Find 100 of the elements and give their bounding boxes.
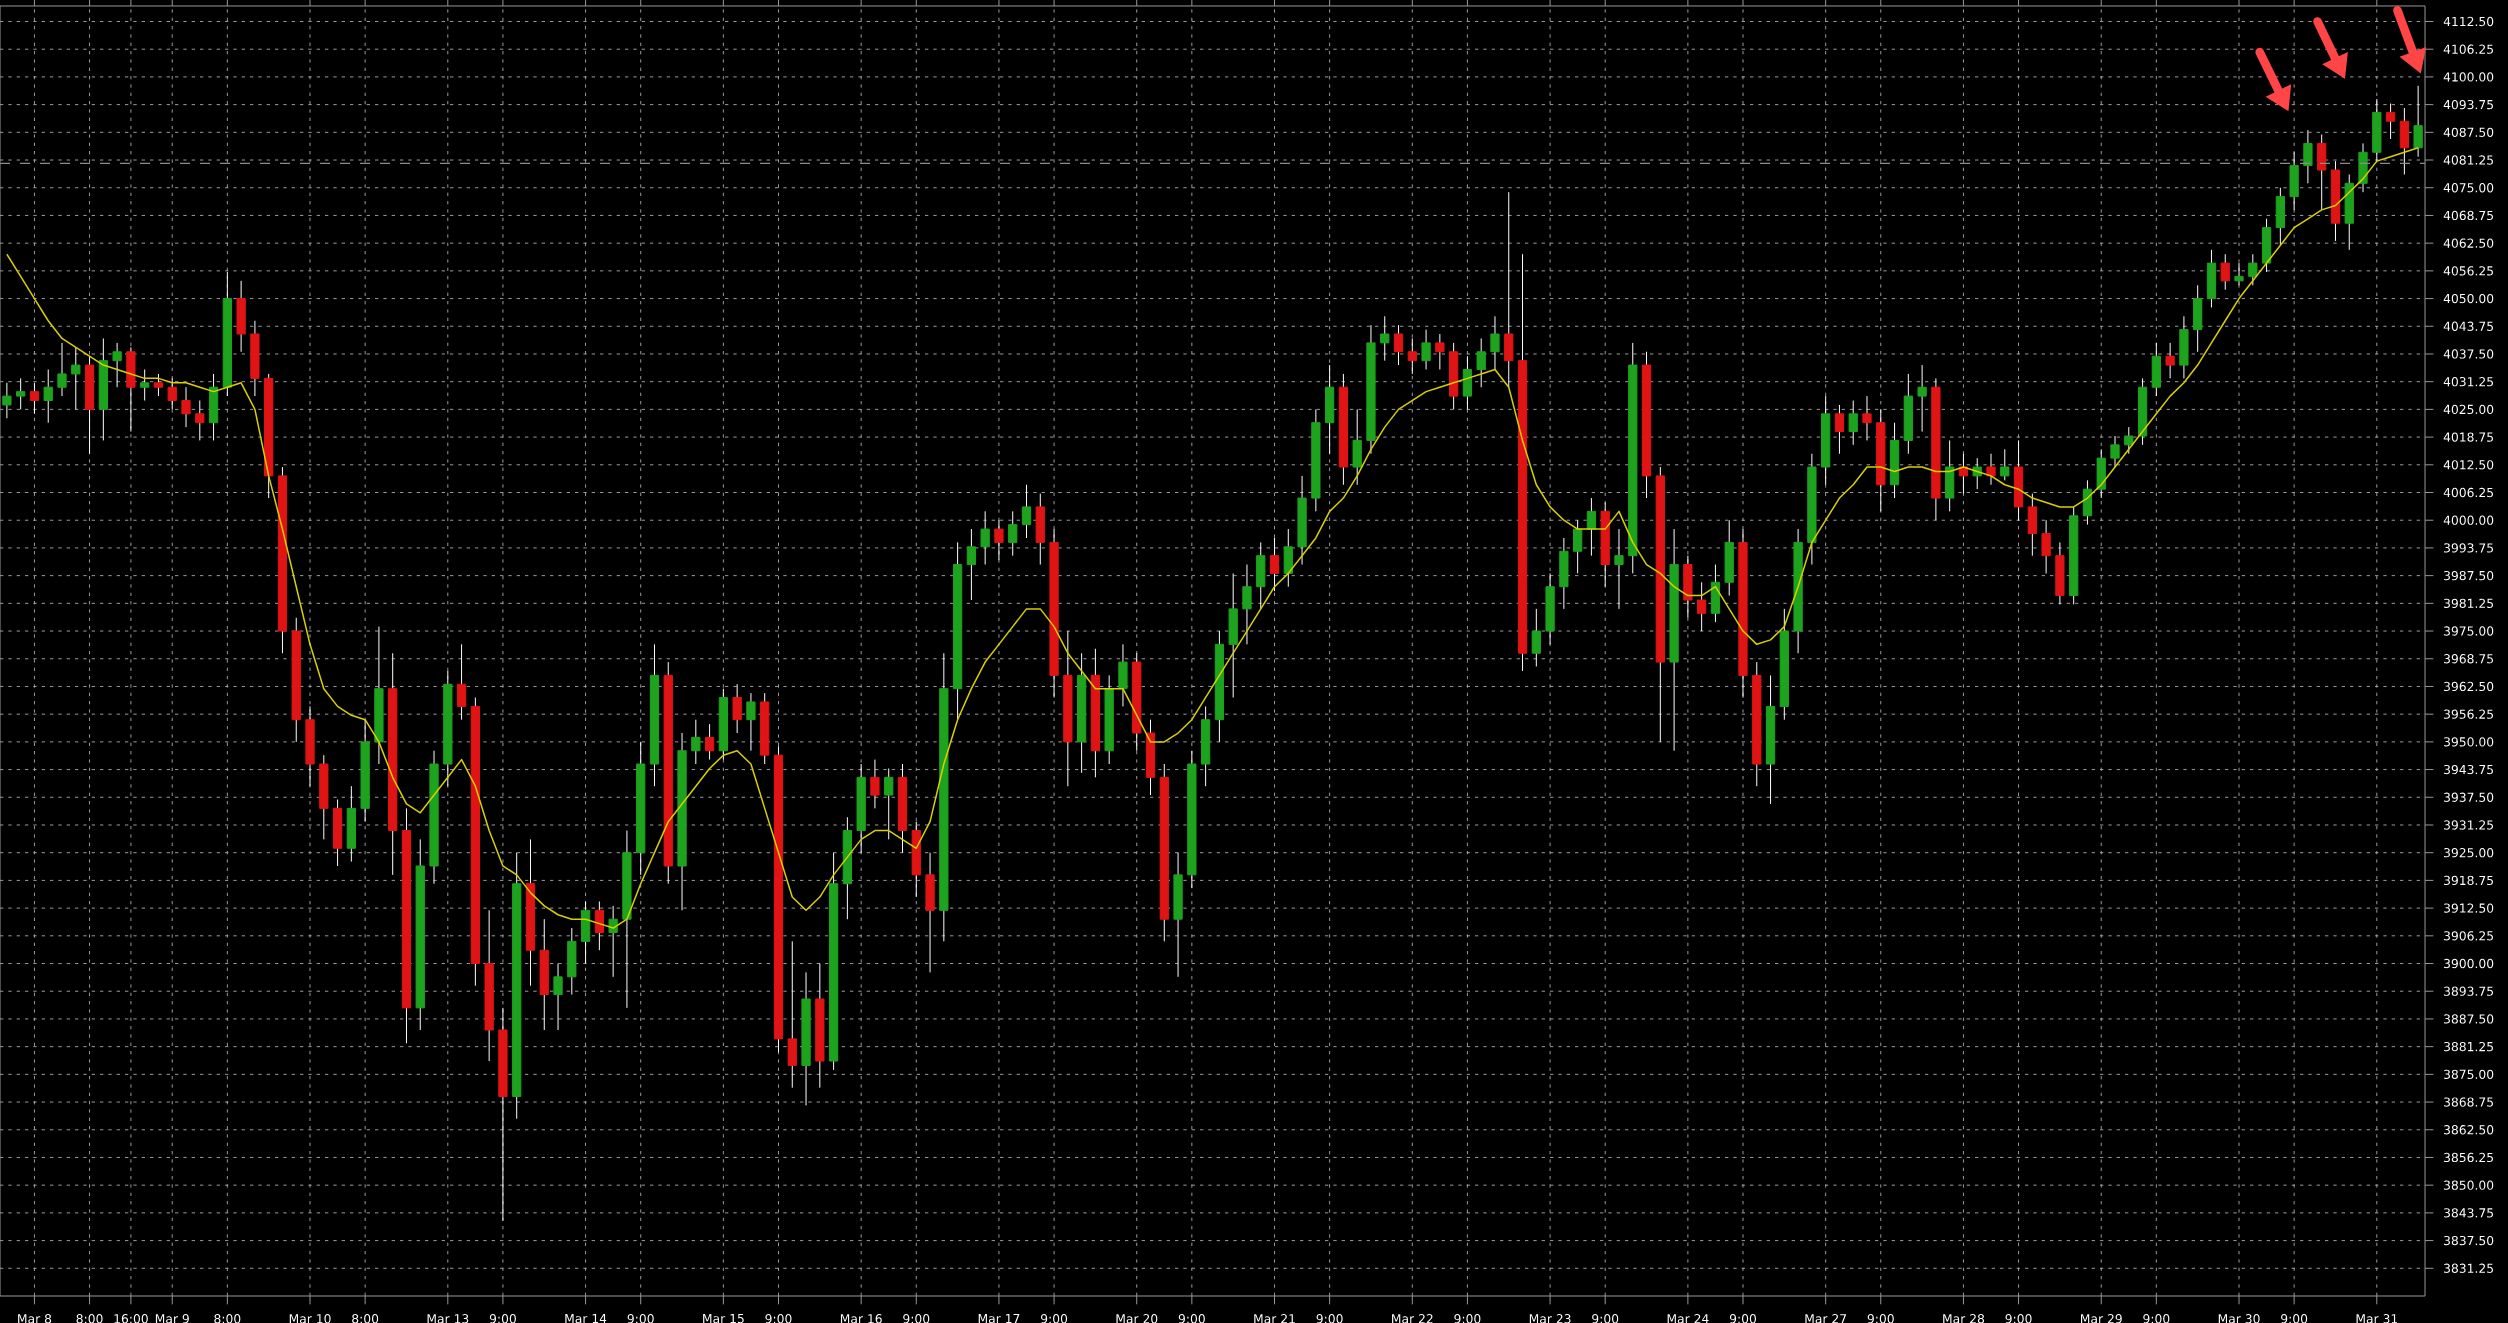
y-tick-label: 3975.00 (2444, 626, 2494, 636)
y-tick-label: 3987.50 (2444, 570, 2494, 581)
x-tick-label: Mar 27 (1805, 1314, 1847, 1323)
y-tick-label: 4037.50 (2443, 349, 2494, 359)
y-tick-label: 4050.00 (2443, 293, 2494, 304)
y-tick-label: 3981.25 (2444, 598, 2494, 608)
y-tick-label: 4025.00 (2443, 404, 2494, 415)
candlestick (980, 510, 990, 566)
candlestick (1697, 581, 1707, 632)
y-tick-label: 4000.00 (2443, 515, 2494, 525)
y-tick-label: 3850.00 (2444, 1180, 2494, 1190)
x-tick-label: Mar 9 (155, 1314, 189, 1323)
candlestick (2385, 103, 2396, 140)
y-tick-label: 3868.75 (2444, 1097, 2494, 1107)
y-tick-label: 4062.50 (2443, 238, 2494, 248)
candlestick (870, 759, 880, 809)
x-tick-label: Mar 30 (2218, 1314, 2260, 1323)
y-tick-label: 4081.25 (2443, 155, 2494, 165)
candlestick (1986, 453, 1996, 486)
y-tick-label: 3950.00 (2444, 737, 2494, 747)
x-tick-label: 9:00 (489, 1314, 516, 1323)
y-tick-label: 3837.50 (2444, 1235, 2494, 1246)
candlestick (2000, 448, 2010, 481)
candlestick (2165, 342, 2175, 379)
candlestick (2303, 129, 2313, 184)
x-tick-label: Mar 16 (840, 1314, 882, 1323)
candlestick (2234, 262, 2244, 286)
x-tick-label: Mar 23 (1529, 1314, 1571, 1323)
y-tick-label: 3912.50 (2444, 903, 2494, 913)
candlestick (2248, 253, 2258, 286)
y-tick-label: 3893.75 (2444, 986, 2494, 996)
candlestick (1242, 564, 1252, 645)
y-tick-label: 4075.00 (2443, 183, 2494, 193)
candlestick (16, 377, 26, 410)
y-tick-label: 4056.25 (2443, 266, 2494, 276)
y-tick-label: 3943.75 (2444, 764, 2494, 775)
candlestick (2, 382, 12, 419)
candlestick (1435, 333, 1445, 370)
y-tick-label: 3931.25 (2444, 820, 2494, 830)
candlestick (1380, 315, 1390, 362)
candlestick (456, 643, 467, 721)
candlestick (1958, 453, 1969, 495)
candlestick (594, 900, 604, 951)
candlestick (1421, 329, 1431, 370)
x-tick-label: 9:00 (1178, 1314, 1205, 1323)
x-tick-label: 8:00 (214, 1314, 241, 1323)
x-tick-label: 9:00 (2281, 1314, 2308, 1323)
x-tick-label: 9:00 (1867, 1314, 1894, 1323)
y-tick-label: 3862.50 (2444, 1125, 2494, 1135)
y-tick-label: 4031.25 (2443, 377, 2494, 387)
x-tick-label: Mar 31 (2356, 1314, 2398, 1323)
candlestick (71, 346, 81, 410)
x-tick-label: 9:00 (1729, 1314, 1757, 1323)
x-tick-label: 9:00 (1040, 1314, 1068, 1323)
x-tick-label: 9:00 (627, 1314, 654, 1323)
y-tick-label: 4100.00 (2443, 72, 2494, 82)
y-tick-label: 4043.75 (2443, 321, 2494, 331)
x-tick-label: Mar 10 (289, 1314, 331, 1323)
y-tick-label: 4106.25 (2443, 44, 2494, 54)
candlestick (1407, 337, 1417, 375)
x-tick-label: Mar 29 (2080, 1314, 2122, 1323)
y-tick-label: 4018.75 (2443, 432, 2494, 442)
x-tick-label: Mar 20 (1116, 1314, 1158, 1323)
y-tick-label: 4112.50 (2443, 16, 2494, 27)
candlestick (994, 519, 1004, 561)
x-tick-label: Mar 21 (1254, 1314, 1295, 1323)
x-tick-label: 9:00 (1592, 1314, 1619, 1323)
candlestick (140, 368, 150, 402)
candlestick (1614, 528, 1624, 610)
x-tick-label: Mar 24 (1667, 1314, 1709, 1323)
candlestick (553, 963, 563, 1031)
candlestick (167, 377, 177, 410)
candlestick (2124, 426, 2134, 455)
y-tick-label: 3962.50 (2444, 681, 2494, 692)
y-tick-label: 3956.25 (2444, 709, 2494, 719)
y-tick-label: 3831.25 (2444, 1263, 2494, 1273)
x-tick-label: 9:00 (1454, 1314, 1481, 1323)
y-tick-label: 3856.25 (2444, 1152, 2494, 1163)
x-tick-label: 9:00 (2143, 1314, 2170, 1323)
x-tick-label: Mar 8 (18, 1314, 52, 1323)
candlestick (57, 342, 67, 397)
y-tick-label: 3925.00 (2444, 848, 2494, 858)
x-tick-label: 8:00 (352, 1314, 379, 1323)
x-tick-label: Mar 22 (1392, 1314, 1433, 1323)
x-tick-label: Mar 17 (978, 1314, 1020, 1323)
candlestick (1531, 608, 1541, 668)
x-tick-label: Mar 13 (427, 1314, 469, 1323)
candlestick (1834, 404, 1845, 455)
candlestick (112, 342, 122, 388)
candlestick (2413, 85, 2423, 158)
candlestick (884, 767, 894, 840)
y-tick-label: 3881.25 (2444, 1041, 2494, 1052)
y-tick-label: 3937.50 (2444, 792, 2494, 802)
x-tick-label: 9:00 (765, 1314, 792, 1323)
candlestick (29, 382, 40, 415)
candlestick (1393, 324, 1404, 366)
y-tick-label: 4087.50 (2443, 127, 2494, 137)
y-tick-label: 3968.75 (2444, 654, 2494, 664)
candlestick (1490, 315, 1500, 370)
x-tick-label: Mar 14 (565, 1314, 607, 1323)
